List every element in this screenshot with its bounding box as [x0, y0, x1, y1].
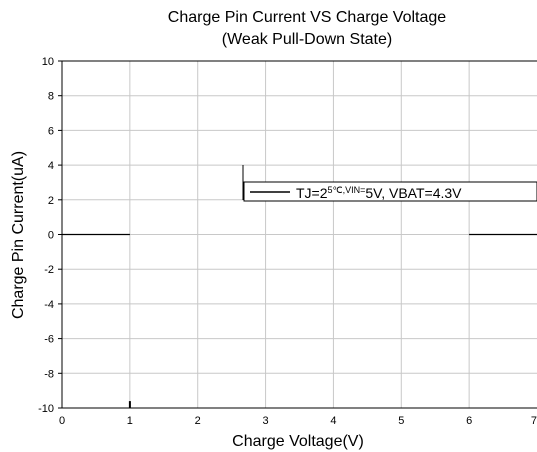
x-tick-label: 6: [466, 415, 472, 427]
y-tick-label: 6: [48, 125, 54, 137]
y-axis-title: Charge Pin Current(uA): [10, 151, 27, 319]
legend-label: TJ=25℃,VIN=5V, VBAT=4.3V: [296, 185, 462, 201]
x-tick-label: 4: [330, 415, 336, 427]
legend-label-part-3: 5V, VBAT=4.3V: [365, 185, 462, 201]
x-tick-label: 3: [263, 415, 269, 427]
y-tick-label: 0: [48, 230, 54, 242]
legend-label-part-1: TJ=2: [296, 185, 328, 201]
y-tick-label: 2: [48, 195, 54, 207]
legend-box: [243, 181, 537, 202]
x-axis-title: Charge Voltage(V): [232, 433, 364, 450]
series-lines: [62, 233, 537, 408]
y-tick-label: 4: [48, 160, 54, 172]
y-tick-label: -4: [44, 299, 54, 311]
y-tick-label: 10: [42, 56, 54, 68]
x-tick-label: 2: [195, 415, 201, 427]
legend-label-part-2: 5℃,VIN=: [328, 185, 366, 195]
x-tick-label: 7: [531, 415, 537, 427]
y-tick-label: -2: [44, 264, 54, 276]
x-tick-labels: 0 1 2 3 4 5 6 7: [59, 415, 537, 427]
y-tick-label: -6: [44, 334, 54, 346]
x-tick-label: 0: [59, 415, 65, 427]
x-tick-label: 1: [127, 415, 133, 427]
chart-title: Charge Pin Current VS Charge Voltage: [168, 9, 446, 26]
y-tick-labels: -10 -8 -6 -4 -2 0 2 4 6 8 10: [38, 56, 54, 415]
chart-subtitle: (Weak Pull-Down State): [222, 31, 392, 48]
legend: TJ=25℃,VIN=5V, VBAT=4.3V: [242, 165, 537, 202]
x-tick-label: 5: [398, 415, 404, 427]
y-tick-label: -8: [44, 368, 54, 380]
y-tick-label: -10: [38, 403, 54, 415]
y-tick-label: 8: [48, 91, 54, 103]
